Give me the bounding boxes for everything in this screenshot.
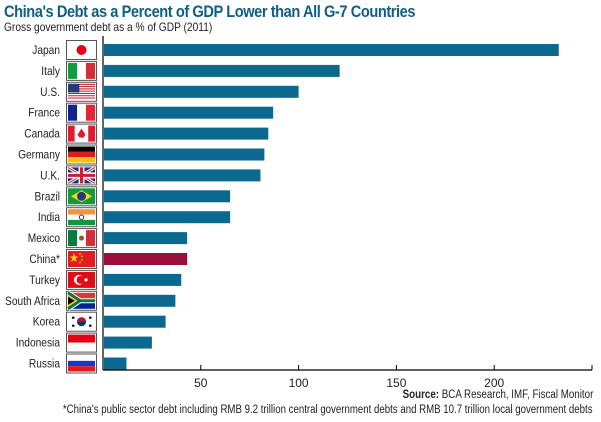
- mexico-flag-icon: [66, 228, 97, 249]
- bar-germany: [104, 148, 265, 161]
- category-label: Germany: [18, 149, 60, 162]
- bar-turkey: [104, 273, 182, 286]
- source-note: Source: BCA Research, IMF, Fiscal Monito…: [402, 389, 593, 401]
- category-label: Indonesia: [16, 337, 61, 350]
- bar-france: [104, 106, 274, 119]
- category-label: U.K.: [40, 170, 60, 183]
- china-flag-icon: [66, 249, 97, 269]
- x-tick-label: 100: [289, 376, 309, 390]
- bar-south-africa: [104, 294, 176, 307]
- japan-flag-icon: [66, 40, 97, 60]
- canada-flag-icon: [66, 123, 97, 144]
- category-label: Brazil: [35, 191, 60, 204]
- chart-subtitle: Gross government debt as a % of GDP (201…: [4, 20, 213, 34]
- x-tick-label: 50: [194, 376, 208, 390]
- bar-indonesia: [104, 336, 152, 349]
- us-flag-icon: [66, 81, 97, 102]
- russia-flag-icon: [66, 353, 97, 374]
- bar-italy: [104, 64, 340, 77]
- indonesia-flag-icon: [66, 332, 97, 353]
- x-tick-label: 200: [484, 376, 504, 390]
- turkey-flag-icon: [66, 269, 97, 290]
- footnote: *China's public sector debt including RM…: [63, 404, 593, 416]
- category-label: India: [38, 212, 61, 225]
- category-label: Mexico: [28, 232, 60, 245]
- category-label: South Africa: [5, 295, 61, 308]
- category-label: China*: [29, 253, 60, 266]
- bar-u-s: [104, 85, 299, 98]
- chart-title: China's Debt as a Percent of GDP Lower t…: [4, 2, 416, 21]
- category-label: U.S.: [40, 86, 60, 99]
- bar-brazil: [104, 190, 231, 203]
- italy-flag-icon: [66, 60, 97, 81]
- bar-u-k: [104, 169, 261, 182]
- source-text: BCA Research, IMF, Fiscal Monitor: [438, 389, 593, 401]
- category-label: Russia: [29, 358, 61, 371]
- category-label: Japan: [32, 44, 60, 57]
- india-flag-icon: [66, 207, 97, 228]
- bar-canada: [104, 127, 269, 140]
- bar-mexico: [104, 232, 188, 245]
- germany-flag-icon: [66, 144, 97, 165]
- category-label: Korea: [33, 316, 61, 329]
- bar-india: [104, 211, 231, 224]
- south-africa-flag-icon: [66, 290, 97, 311]
- category-label: Canada: [24, 128, 60, 141]
- bar-japan: [104, 44, 559, 56]
- source-label: Source:: [402, 389, 439, 401]
- brazil-flag-icon: [66, 186, 97, 207]
- category-label: France: [28, 107, 60, 120]
- x-tick-label: 150: [386, 376, 406, 390]
- uk-flag-icon: [66, 165, 97, 186]
- bar-russia: [104, 357, 127, 370]
- france-flag-icon: [66, 102, 97, 123]
- category-label: Italy: [41, 65, 60, 78]
- korea-flag-icon: [66, 311, 97, 332]
- bar-korea: [104, 315, 166, 328]
- category-label: Turkey: [29, 274, 60, 287]
- bar-china: [104, 253, 188, 265]
